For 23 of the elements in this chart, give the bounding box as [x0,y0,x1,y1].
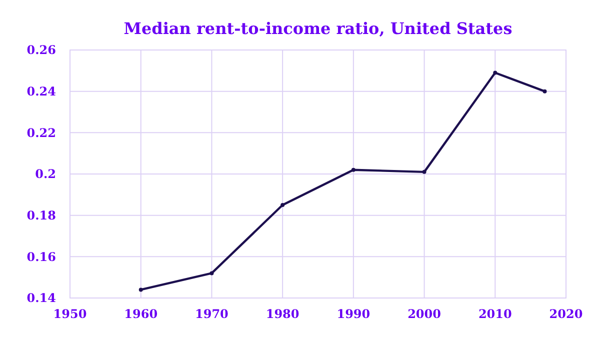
y-tick-label: 0.24 [26,84,56,99]
point [542,89,547,94]
point [280,203,285,207]
point [422,170,426,174]
x-tick-label: 2020 [549,307,583,321]
chart-title: Median rent-to-income ratio, United States [124,19,512,38]
point [351,168,356,172]
x-tick-label: 1960 [124,307,158,321]
x-tick-label: 1990 [336,307,370,321]
x-tick-label: 1980 [266,307,300,321]
x-tick-label: 2010 [478,307,512,321]
x-tick-label: 2000 [408,307,441,321]
point [210,271,214,276]
y-tick-label: 0.2 [35,167,56,182]
x-tick-label: 1950 [53,307,87,321]
y-tick-label: 0.22 [26,126,56,140]
point [493,70,498,75]
y-tick-label: 0.26 [26,43,56,58]
point [138,288,143,292]
y-tick-label: 0.16 [26,250,56,264]
y-tick-label: 0.18 [26,208,56,223]
y-tick-label: 0.14 [26,291,56,306]
x-tick-label: 1970 [195,307,228,321]
